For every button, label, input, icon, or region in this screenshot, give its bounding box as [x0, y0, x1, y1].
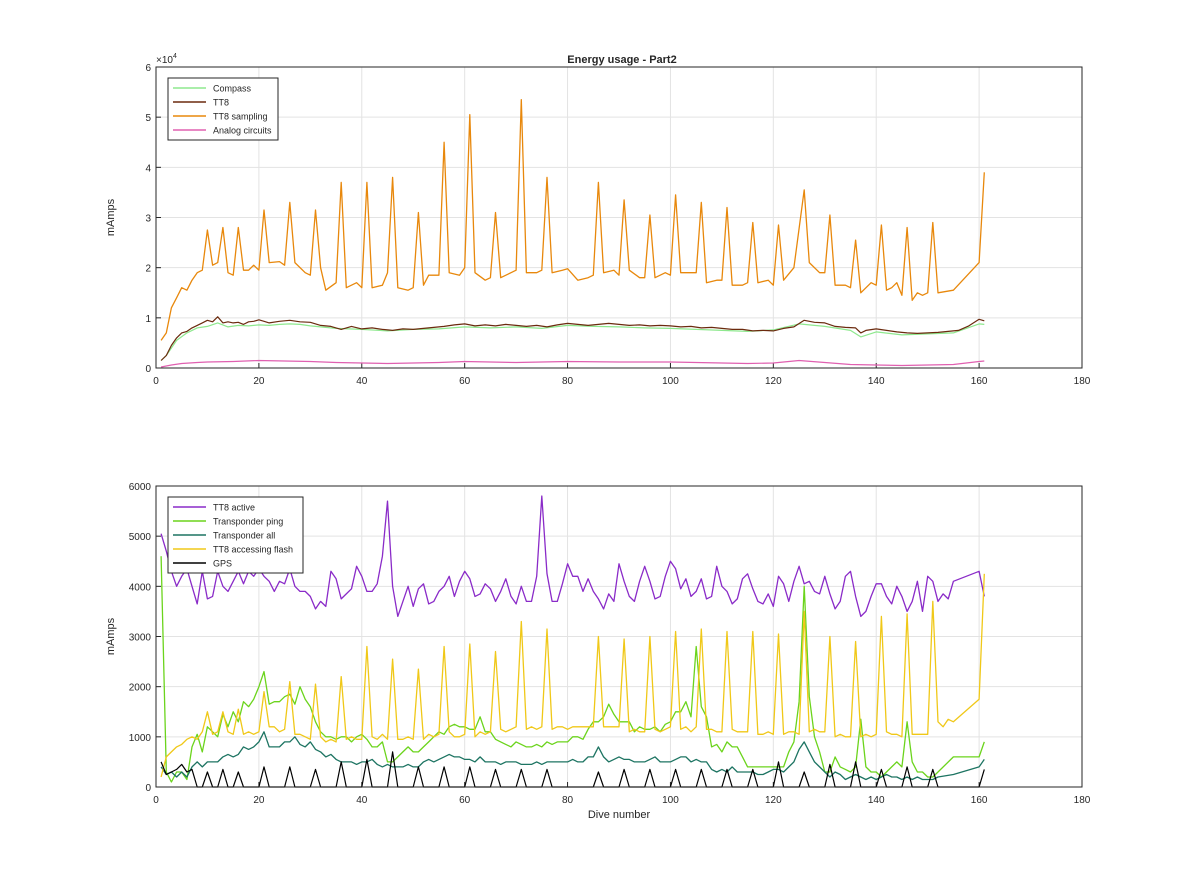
legend-label: TT8 sampling [213, 112, 268, 122]
x-tick-label: 0 [153, 795, 159, 806]
series-line-analog-circuits [160, 359, 985, 368]
bottom-axes: 0 20 40 60 80 100 120 140 160 180 0 1000 2000 3000 400… [105, 482, 1091, 821]
x-tick-label: 40 [356, 376, 368, 387]
x-tick-label: 120 [765, 376, 782, 387]
y-tick-label: 5000 [129, 532, 152, 543]
x-tick-label: 100 [662, 376, 679, 387]
series-line-tt8-active [160, 495, 985, 618]
x-tick-label: 20 [253, 795, 265, 806]
y-exponent-label: ×104 [156, 53, 177, 66]
series-line-transponder-ping [160, 556, 985, 783]
y-tick-label: 4 [145, 163, 151, 174]
legend-label: Analog circuits [213, 126, 272, 136]
x-tick-label: 80 [562, 376, 574, 387]
y-tick-label: 3 [145, 214, 151, 225]
legend: Compass TT8 TT8 sampling Analog circuits [167, 77, 279, 141]
series-line-tt8-accessing-flash [160, 573, 985, 778]
legend-label: GPS [213, 559, 232, 569]
x-tick-label: 40 [356, 795, 368, 806]
legend-label: Transponder ping [213, 517, 283, 527]
x-tick-label: 80 [562, 795, 574, 806]
x-tick-label: 60 [459, 376, 471, 387]
y-axis-label: mAmps [105, 617, 117, 655]
figure-title: Energy usage - Part2 [567, 54, 676, 66]
series-line-compass [160, 322, 985, 361]
y-tick-label: 3000 [129, 633, 152, 644]
y-tick-label: 2000 [129, 683, 152, 694]
axes-frame [155, 485, 1083, 788]
axes-frame [155, 66, 1083, 369]
legend-label: TT8 accessing flash [213, 545, 293, 555]
y-tick-label: 2 [145, 264, 151, 275]
x-tick-label: 160 [971, 795, 988, 806]
y-tick-label: 1 [145, 314, 151, 325]
y-tick-label: 4000 [129, 582, 152, 593]
x-tick-label: 0 [153, 376, 159, 387]
y-tick-label: 5 [145, 113, 151, 124]
top-axes: 0 20 40 60 80 100 120 140 160 180 0 1 2 3 4 5 6 ×104 mAmps… [105, 53, 1091, 387]
x-axis-label: Dive number [588, 809, 651, 821]
y-tick-label: 0 [145, 364, 151, 375]
series-line-tt8-sampling [160, 98, 985, 341]
x-tick-label: 120 [765, 795, 782, 806]
x-tick-label: 60 [459, 795, 471, 806]
y-tick-label: 1000 [129, 733, 152, 744]
legend-label: Compass [213, 84, 252, 94]
x-tick-label: 20 [253, 376, 265, 387]
x-tick-label: 140 [868, 795, 885, 806]
y-tick-label: 6000 [129, 482, 152, 493]
legend-label: TT8 active [213, 503, 255, 513]
x-tick-label: 100 [662, 795, 679, 806]
x-tick-label: 160 [971, 376, 988, 387]
x-tick-label: 140 [868, 376, 885, 387]
legend-label: TT8 [213, 98, 229, 108]
y-tick-label: 6 [145, 63, 151, 74]
series-line-transponder-all [160, 731, 985, 781]
y-tick-label: 0 [145, 783, 151, 794]
legend-label: Transponder all [213, 531, 275, 541]
x-tick-label: 180 [1074, 376, 1091, 387]
series-line-tt8 [160, 316, 985, 361]
y-axis-label: mAmps [105, 198, 117, 236]
legend: TT8 active Transponder ping Transponder al… [167, 496, 304, 574]
x-tick-label: 180 [1074, 795, 1091, 806]
